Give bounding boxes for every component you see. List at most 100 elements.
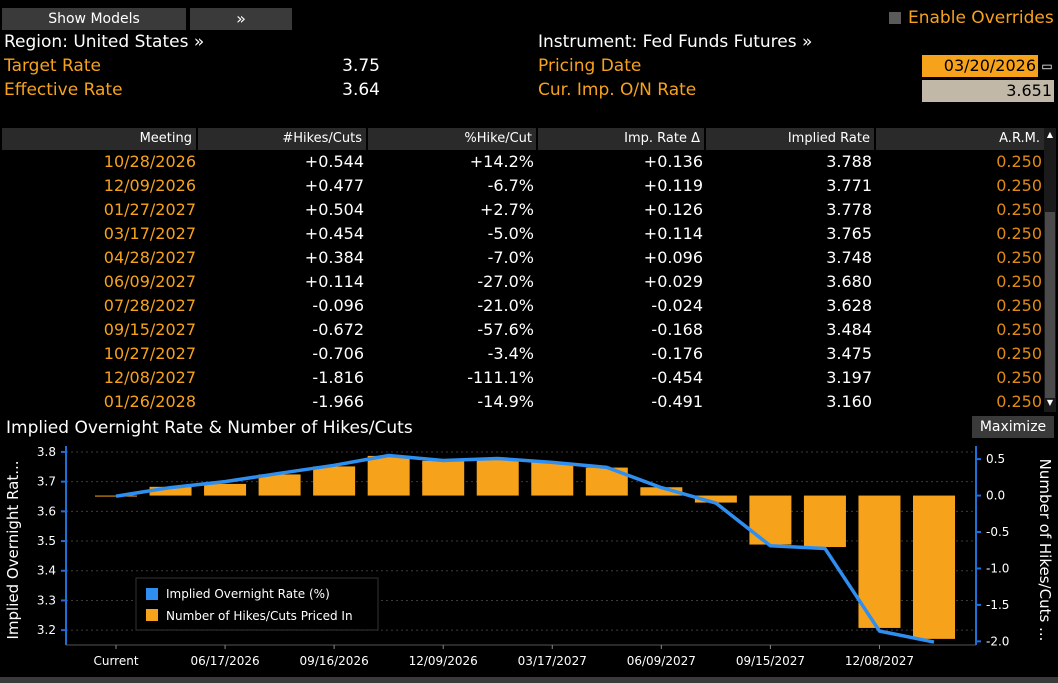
cell-arm: 0.250 <box>996 296 1042 315</box>
cell-implied-rate: 3.765 <box>826 224 872 243</box>
left-axis-title: Implied Overnight Rat... <box>4 460 22 639</box>
cell-implied-rate: 3.628 <box>826 296 872 315</box>
cell-implied-rate: 3.771 <box>826 176 872 195</box>
right-tick-label: -1.0 <box>986 561 1009 575</box>
right-axis-title: Number of Hikes/Cuts ... <box>1036 459 1054 642</box>
cell-imp-rate-delta: +0.096 <box>643 248 703 267</box>
col-header-imp-rate-delta[interactable]: Imp. Rate Δ <box>538 128 704 150</box>
chart-canvas: 3.8 3.7 3.6 3.5 3.4 3.3 3.2 0.5 0.0 -0.5 -1.0 -1.5 -… <box>4 440 1054 668</box>
cur-imp-rate-input[interactable]: 3.651 <box>922 80 1054 102</box>
table-row[interactable]: 10/27/2027 -0.706 -3.4% -0.176 3.475 0.250 <box>0 342 1044 366</box>
col-header-arm[interactable]: A.R.M. <box>876 128 1044 150</box>
cell-meeting-date: 01/26/2028 <box>103 392 196 411</box>
cell-imp-rate-delta: -0.176 <box>651 344 703 363</box>
bar-hikes-cuts <box>913 495 955 639</box>
table-row[interactable]: 01/26/2028 -1.966 -14.9% -0.491 3.160 0.250 <box>0 390 1044 414</box>
table-row[interactable]: 10/28/2026 +0.544 +14.2% +0.136 3.788 0.250 <box>0 150 1044 174</box>
left-tick-label: 3.3 <box>37 593 56 607</box>
x-tick-label: 09/16/2026 <box>300 654 369 668</box>
cell-implied-rate: 3.778 <box>826 200 872 219</box>
table-row[interactable]: 03/17/2027 +0.454 -5.0% +0.114 3.765 0.250 <box>0 222 1044 246</box>
region-selector[interactable]: Region: United States » <box>4 32 205 52</box>
bar-hikes-cuts <box>749 495 792 545</box>
target-rate-label: Target Rate <box>4 56 101 76</box>
cell-pct-hike-cut: +2.7% <box>479 200 534 219</box>
table-row[interactable]: 09/15/2027 -0.672 -57.6% -0.168 3.484 0.250 <box>0 318 1044 342</box>
enable-overrides-label[interactable]: Enable Overrides <box>908 8 1054 28</box>
cell-imp-rate-delta: +0.029 <box>643 272 703 291</box>
col-header-hikes-cuts[interactable]: #Hikes/Cuts <box>198 128 366 150</box>
legend-swatch-rate <box>146 588 158 600</box>
cell-pct-hike-cut: -7.0% <box>487 248 534 267</box>
x-tick-label: 09/15/2027 <box>736 654 805 668</box>
cell-pct-hike-cut: -3.4% <box>487 344 534 363</box>
expand-button[interactable]: » <box>190 8 292 30</box>
table-row[interactable]: 04/28/2027 +0.384 -7.0% +0.096 3.748 0.250 <box>0 246 1044 270</box>
chart-title: Implied Overnight Rate & Number of Hikes… <box>6 418 413 438</box>
cell-arm: 0.250 <box>996 248 1042 267</box>
cell-hikes-cuts: +0.504 <box>304 200 364 219</box>
enable-overrides-checkbox[interactable] <box>889 12 901 24</box>
cell-hikes-cuts: -0.096 <box>312 296 364 315</box>
x-tick-label: 06/09/2027 <box>627 654 696 668</box>
instrument-selector[interactable]: Instrument: Fed Funds Futures » <box>538 32 813 52</box>
cell-imp-rate-delta: +0.114 <box>643 224 703 243</box>
legend-swatch-hikes <box>146 609 158 621</box>
legend-label-hikes: Number of Hikes/Cuts Priced In <box>166 609 353 623</box>
cell-implied-rate: 3.475 <box>826 344 872 363</box>
cell-meeting-date: 01/27/2027 <box>103 200 196 219</box>
bottom-bar <box>0 677 1058 683</box>
cell-meeting-date: 03/17/2027 <box>103 224 196 243</box>
x-tick-label: 12/09/2026 <box>409 654 478 668</box>
x-tick-label: 06/17/2026 <box>190 654 259 668</box>
cell-arm: 0.250 <box>996 224 1042 243</box>
cell-implied-rate: 3.680 <box>826 272 872 291</box>
cell-imp-rate-delta: -0.168 <box>651 320 703 339</box>
cell-imp-rate-delta: +0.136 <box>643 152 703 171</box>
cell-hikes-cuts: +0.384 <box>304 248 364 267</box>
bar-hikes-cuts <box>858 495 901 628</box>
table-row[interactable]: 01/27/2027 +0.504 +2.7% +0.126 3.778 0.250 <box>0 198 1044 222</box>
cell-hikes-cuts: -1.816 <box>312 368 364 387</box>
scroll-up-icon[interactable]: ▲ <box>1046 130 1054 139</box>
cell-meeting-date: 12/08/2027 <box>103 368 196 387</box>
table-row[interactable]: 12/08/2027 -1.816 -111.1% -0.454 3.197 0.250 <box>0 366 1044 390</box>
show-models-button[interactable]: Show Models <box>2 8 186 30</box>
cell-arm: 0.250 <box>996 368 1042 387</box>
col-header-implied-rate[interactable]: Implied Rate <box>706 128 874 150</box>
bar-hikes-cuts <box>694 495 737 503</box>
scroll-down-icon[interactable]: ▼ <box>1046 398 1054 407</box>
cell-implied-rate: 3.748 <box>826 248 872 267</box>
cell-arm: 0.250 <box>996 320 1042 339</box>
cell-meeting-date: 09/15/2027 <box>103 320 196 339</box>
cell-hikes-cuts: -0.706 <box>312 344 364 363</box>
pricing-date-input[interactable]: 03/20/2026 <box>922 55 1038 77</box>
table-row[interactable]: 06/09/2027 +0.114 -27.0% +0.029 3.680 0.250 <box>0 270 1044 294</box>
table-row[interactable]: 07/28/2027 -0.096 -21.0% -0.024 3.628 0.250 <box>0 294 1044 318</box>
bar-hikes-cuts <box>367 455 410 496</box>
cell-pct-hike-cut: -57.6% <box>477 320 534 339</box>
maximize-button[interactable]: Maximize <box>972 416 1054 438</box>
cell-meeting-date: 07/28/2027 <box>103 296 196 315</box>
cell-meeting-date: 10/27/2027 <box>103 344 196 363</box>
cell-imp-rate-delta: +0.126 <box>643 200 703 219</box>
calendar-icon[interactable]: ▭ <box>1041 59 1053 73</box>
scrollbar-thumb[interactable] <box>1045 212 1055 398</box>
legend-label-rate: Implied Overnight Rate (%) <box>166 587 330 601</box>
left-tick-label: 3.2 <box>37 623 56 637</box>
cell-arm: 0.250 <box>996 344 1042 363</box>
cell-meeting-date: 04/28/2027 <box>103 248 196 267</box>
cell-arm: 0.250 <box>996 176 1042 195</box>
cell-meeting-date: 12/09/2026 <box>103 176 196 195</box>
cell-pct-hike-cut: -5.0% <box>487 224 534 243</box>
right-tick-label: -0.5 <box>986 525 1009 539</box>
cell-hikes-cuts: +0.477 <box>304 176 364 195</box>
x-tick-label: 03/17/2027 <box>518 654 587 668</box>
table-row[interactable]: 12/09/2026 +0.477 -6.7% +0.119 3.771 0.250 <box>0 174 1044 198</box>
col-header-meeting[interactable]: Meeting <box>2 128 196 150</box>
cell-pct-hike-cut: -14.9% <box>477 392 534 411</box>
col-header-pct-hike-cut[interactable]: %Hike/Cut <box>368 128 536 150</box>
cell-pct-hike-cut: -6.7% <box>487 176 534 195</box>
cur-imp-rate-label: Cur. Imp. O/N Rate <box>538 80 697 100</box>
cell-implied-rate: 3.160 <box>826 392 872 411</box>
